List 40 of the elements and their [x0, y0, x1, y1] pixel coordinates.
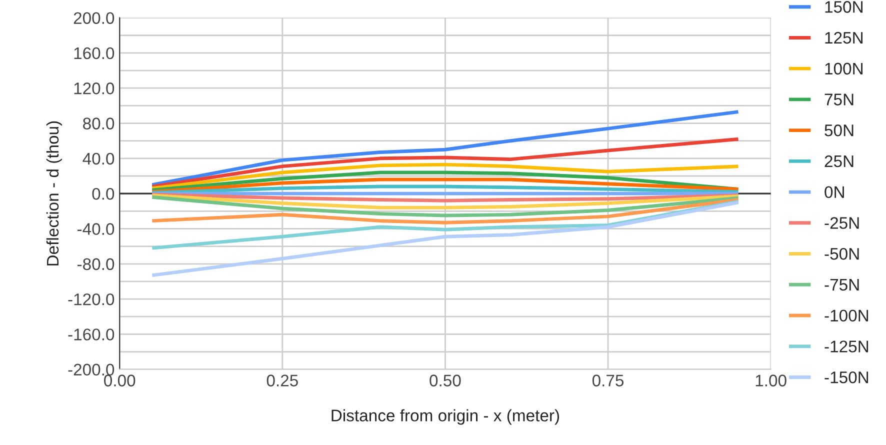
line-series — [150, 178, 740, 194]
y-tick-label: -120.0 — [68, 293, 114, 306]
y-tick-label: 0.0 — [92, 188, 114, 200]
line-series — [150, 162, 740, 190]
y-tick-label: 40.0 — [82, 152, 114, 165]
line-series — [150, 110, 740, 187]
x-tick-label: 0.75 — [592, 374, 624, 386]
y-tick-label: 120.0 — [74, 82, 114, 94]
legend-label: -150N — [824, 371, 868, 384]
legend-label: 0N — [824, 186, 844, 198]
legend-label: -100N — [824, 310, 868, 322]
line-series — [150, 194, 740, 210]
legend-label: -125N — [824, 340, 868, 352]
x-tick-label: 0.25 — [266, 374, 298, 386]
line-series — [150, 198, 740, 224]
x-tick-label: 1.00 — [756, 374, 786, 386]
y-tick-label: 200.0 — [74, 12, 114, 24]
line-series — [150, 195, 740, 218]
legend-label: -25N — [824, 217, 859, 229]
line-series — [150, 200, 740, 278]
line-series — [150, 184, 740, 194]
legend-label: -50N — [824, 248, 859, 260]
legend-label: 125N — [825, 32, 862, 44]
y-tick-label: -160.0 — [68, 328, 114, 340]
legend-label: 150N — [825, 1, 862, 13]
y-axis-title: Deflection - d (thou) — [46, 121, 62, 266]
y-tick-label: -80.0 — [78, 258, 114, 270]
y-tick-label: 160.0 — [74, 47, 114, 60]
legend-label: -75N — [824, 279, 859, 291]
x-axis-title: Distance from origin - x (meter) — [332, 409, 560, 425]
y-tick-label: -40.0 — [78, 223, 114, 235]
legend-label: 25N — [824, 155, 854, 168]
legend-label: 50N — [824, 124, 854, 136]
legend-label: 75N — [824, 94, 854, 106]
legend-label: 100N — [825, 62, 862, 75]
y-tick-label: -200.0 — [68, 364, 114, 376]
x-tick-label: 0.50 — [430, 374, 461, 386]
x-tick-label: 0.00 — [104, 374, 136, 386]
y-tick-label: 80.0 — [83, 118, 114, 130]
line-series — [150, 137, 740, 188]
